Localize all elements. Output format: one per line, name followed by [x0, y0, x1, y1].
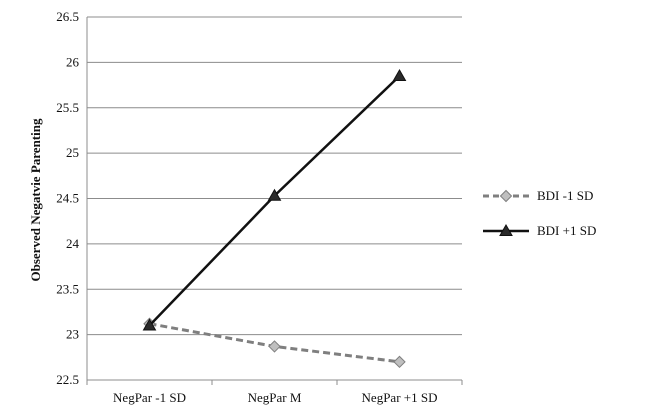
data-point — [267, 188, 282, 201]
y-tick-label: 25 — [66, 145, 79, 160]
legend-label: BDI -1 SD — [537, 188, 593, 203]
y-tick-labels: 22.5 23 23.5 24 24.5 25 25.5 26 26.5 — [56, 9, 79, 387]
x-tick-label: NegPar -1 SD — [113, 390, 186, 405]
data-point — [392, 68, 407, 81]
y-tick-label: 23 — [66, 327, 79, 342]
legend-item: BDI -1 SD — [483, 188, 593, 203]
x-tick-label: NegPar M — [248, 390, 302, 405]
data-point — [142, 318, 157, 331]
series-2 — [142, 68, 407, 331]
legend-marker — [499, 223, 513, 236]
grid-lines — [87, 16, 462, 336]
x-tick-labels: NegPar -1 SD NegPar M NegPar +1 SD — [113, 390, 437, 405]
y-tick-label: 23.5 — [56, 281, 79, 296]
axes — [86, 17, 463, 385]
y-axis-title: Observed Negatvie Parenting — [28, 118, 43, 281]
y-tick-label: 24 — [66, 236, 80, 251]
legend-item: BDI +1 SD — [483, 223, 596, 238]
series-1 — [143, 317, 406, 369]
y-tick-label: 26 — [66, 54, 80, 69]
legend: BDI -1 SD BDI +1 SD — [483, 188, 596, 238]
legend-label: BDI +1 SD — [537, 223, 596, 238]
legend-marker — [499, 189, 513, 203]
data-point — [393, 355, 406, 369]
data-point — [268, 340, 281, 353]
x-tick-label: NegPar +1 SD — [362, 390, 438, 405]
y-tick-label: 25.5 — [56, 100, 79, 115]
series-layer — [142, 68, 407, 369]
y-tick-label: 24.5 — [56, 191, 79, 206]
y-tick-label: 26.5 — [56, 9, 79, 24]
y-tick-label: 22.5 — [56, 372, 79, 387]
